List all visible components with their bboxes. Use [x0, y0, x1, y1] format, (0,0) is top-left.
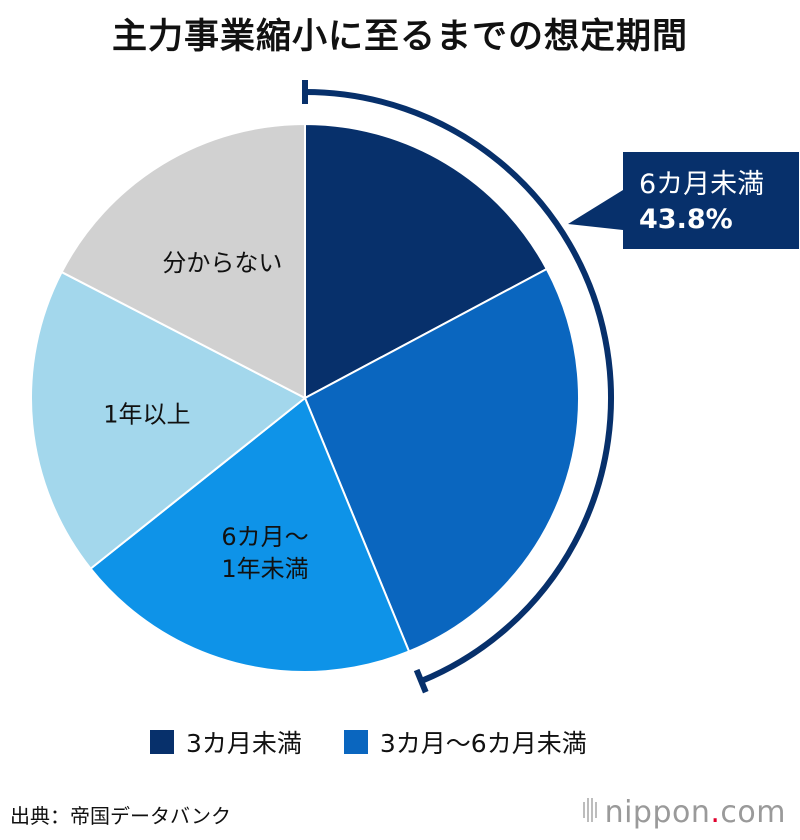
pie-slice-1	[304, 122, 549, 400]
bracket-arc	[304, 89, 614, 684]
pie-slices	[30, 122, 580, 673]
legend-label-3to6m: 3カ月～6カ月未満	[379, 729, 587, 758]
callout-pointer	[568, 190, 623, 230]
brand-logo: nippon.com	[582, 795, 786, 830]
bracket-end-cap-bottom	[413, 668, 429, 694]
legend-swatch-3to6m	[343, 730, 368, 754]
legend-item-3to6m: 3カ月～6カ月未満	[343, 724, 587, 760]
pie-slice-3	[89, 396, 411, 673]
brand-suffix: com	[720, 795, 786, 830]
brand-name: nippon	[604, 795, 711, 830]
pie-chart: 6カ月～ 1年未満 1年以上 分からない	[30, 80, 623, 694]
pie-slice-labels: 6カ月～ 1年未満 1年以上 分からない	[103, 249, 308, 583]
legend-swatch-3m	[150, 730, 174, 754]
slice-label-3: 6カ月～ 1年未満	[221, 523, 308, 583]
legend-label-3m: 3カ月未満	[186, 729, 302, 758]
pie-slice-5	[60, 122, 306, 400]
pie-slice-2	[303, 267, 580, 653]
slice-label-5: 分からない	[162, 249, 282, 277]
slice-label-4: 1年以上	[103, 400, 190, 428]
brand-dot: .	[710, 795, 721, 830]
bracket-callout: 6カ月未満 43.8%	[623, 152, 799, 249]
source-note: 出典：帝国データバンク	[10, 804, 231, 828]
brand-bars-icon	[582, 798, 597, 822]
bracket-callout-label: 6カ月未満	[639, 169, 765, 200]
chart-title: 主力事業縮小に至るまでの想定期間	[111, 17, 688, 57]
legend-item-3m: 3カ月未満	[150, 724, 302, 760]
bracket-callout-value: 43.8%	[639, 204, 733, 235]
pie-slice-4	[30, 270, 307, 571]
legend: 3カ月未満 3カ月～6カ月未満	[150, 725, 587, 759]
